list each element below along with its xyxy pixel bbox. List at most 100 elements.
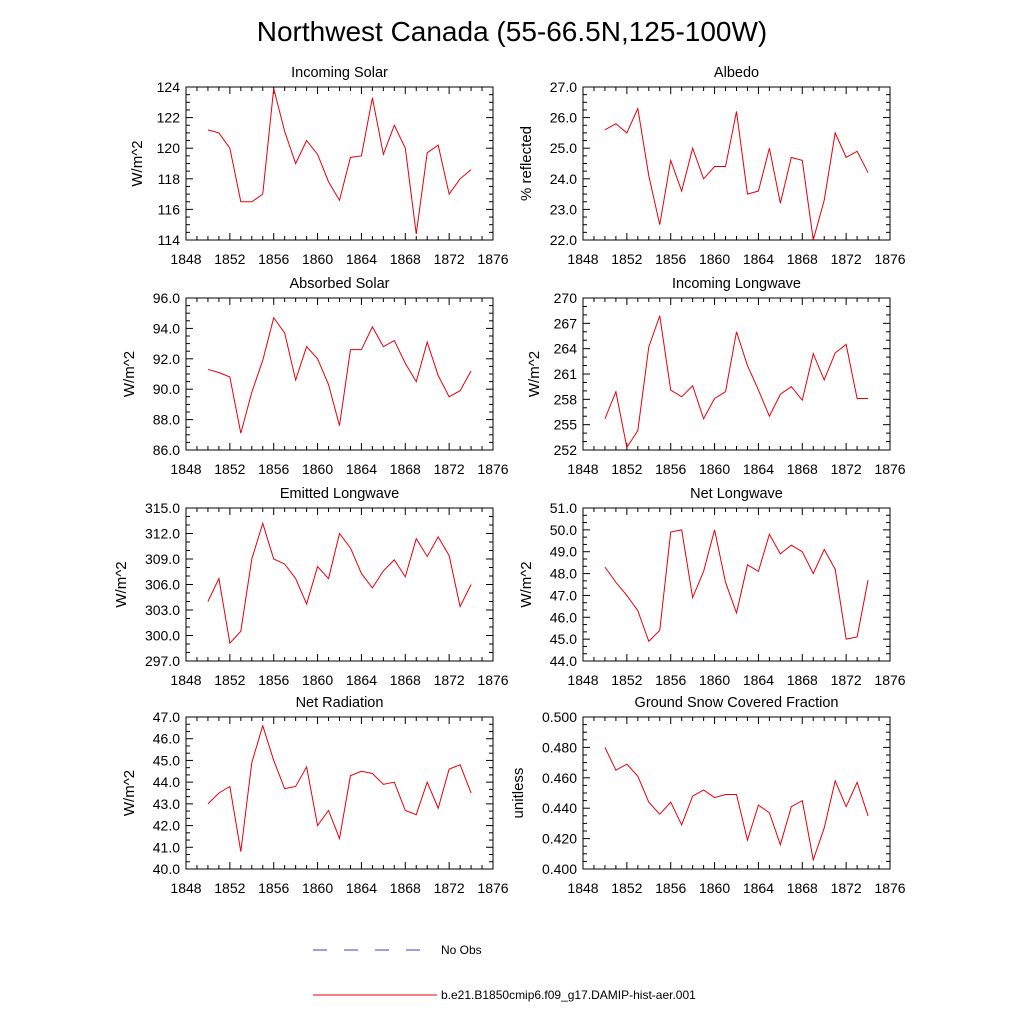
y-tick-label: 86.0: [153, 442, 180, 458]
panel-net-radiation: 1848 1852 1856 1860 1864 1868 1872 1876 40.0 41.0…: [121, 695, 509, 896]
y-tick-label: 124: [157, 79, 181, 95]
x-tick-label: 1872: [434, 251, 465, 267]
x-tick-label: 1876: [477, 672, 508, 688]
y-tick-label: 88.0: [153, 412, 180, 428]
y-axis-label-incoming-solar: W/m^2: [129, 140, 146, 186]
x-tick-label: 1852: [214, 880, 245, 896]
panel-albedo: 1848 1852 1856 1860 1864 1868 1872 1876 22.0 23.0…: [518, 65, 906, 267]
y-tick-label: 94.0: [153, 320, 180, 336]
y-tick-label: 122: [157, 110, 181, 126]
y-tick-label: 252: [554, 442, 578, 458]
x-tick-label: 1852: [611, 672, 642, 688]
y-tick-label: 118: [158, 171, 181, 187]
y-tick-label: 40.0: [153, 861, 180, 877]
x-tick-label: 1856: [655, 251, 686, 267]
x-tick-label: 1860: [699, 461, 730, 477]
y-tick-label: 267: [554, 315, 578, 331]
x-tick-label: 1868: [787, 251, 818, 267]
y-tick-label: 50.0: [550, 522, 577, 538]
y-tick-label: 264: [554, 341, 578, 357]
x-tick-label: 1860: [302, 880, 333, 896]
series-line-incoming-longwave: [604, 315, 869, 449]
x-tick-label: 1876: [477, 251, 508, 267]
panel-incoming-longwave: 1848 1852 1856 1860 1864 1868 1872 1876 252 255 25…: [526, 276, 906, 477]
x-tick-label: 1872: [434, 461, 465, 477]
x-tick-label: 1864: [346, 251, 377, 267]
x-tick-label: 1868: [390, 461, 421, 477]
y-tick-label: 116: [158, 201, 181, 217]
plot-frame-net-longwave: [582, 507, 891, 662]
x-tick-label: 1852: [214, 251, 245, 267]
y-tick-label: 41.0: [153, 839, 180, 855]
legend-label-model-run: b.e21.B1850cmip6.f09_g17.DAMIP-hist-aer.…: [441, 988, 696, 1002]
panel-emitted-longwave: 1848 1852 1856 1860 1864 1868 1872 1876 297.0 300…: [113, 486, 509, 688]
panel-title-incoming-solar: Incoming Solar: [291, 65, 388, 81]
y-tick-label: 303.0: [145, 602, 180, 618]
y-tick-label: 22.0: [550, 232, 577, 248]
panel-incoming-solar: 1848 1852 1856 1860 1864 1868 1872 1876 114 116 11…: [129, 65, 509, 267]
y-tick-label: 47.0: [153, 709, 180, 725]
figure-title: Northwest Canada (55-66.5N,125-100W): [257, 16, 767, 47]
y-tick-label: 0.400: [542, 861, 577, 877]
x-tick-label: 1856: [258, 251, 289, 267]
panel-ground-snow-covered-fraction: 1848 1852 1856 1860 1864 1868 1872 1876 0.400 0.4…: [510, 695, 906, 896]
y-tick-label: 261: [554, 366, 578, 382]
y-tick-label: 47.0: [550, 587, 577, 603]
y-tick-label: 45.0: [550, 631, 577, 647]
x-tick-label: 1848: [567, 672, 598, 688]
y-tick-label: 44.0: [153, 774, 180, 790]
y-tick-label: 315.0: [145, 500, 180, 516]
y-axis-label-net-longwave: W/m^2: [518, 561, 535, 607]
legend: No Obs b.e21.B1850cmip6.f09_g17.DAMIP-hi…: [313, 943, 696, 1002]
x-tick-label: 1864: [743, 672, 774, 688]
plot-frame-ground-snow-covered-fraction: [582, 716, 891, 870]
plot-frame-albedo: [582, 86, 891, 241]
x-tick-label: 1868: [390, 880, 421, 896]
series-line-absorbed-solar: [207, 316, 472, 434]
panel-net-longwave: 1848 1852 1856 1860 1864 1868 1872 1876 44.0 45.0…: [518, 486, 906, 688]
x-tick-label: 1872: [831, 672, 862, 688]
y-tick-label: 297.0: [145, 653, 180, 669]
y-tick-label: 23.0: [550, 201, 577, 217]
y-tick-label: 300.0: [145, 628, 180, 644]
x-tick-label: 1872: [434, 880, 465, 896]
y-tick-label: 25.0: [550, 140, 577, 156]
panel-absorbed-solar: 1848 1852 1856 1860 1864 1868 1872 1876 86.0 88.0…: [121, 276, 509, 477]
legend-label-no-obs: No Obs: [441, 943, 482, 957]
x-tick-label: 1848: [170, 672, 201, 688]
x-tick-label: 1860: [302, 251, 333, 267]
x-tick-label: 1856: [655, 880, 686, 896]
y-tick-label: 258: [554, 391, 578, 407]
x-tick-label: 1864: [346, 461, 377, 477]
x-tick-label: 1864: [743, 251, 774, 267]
x-tick-label: 1864: [743, 880, 774, 896]
y-axis-label-albedo: % reflected: [518, 126, 535, 201]
x-tick-label: 1872: [831, 461, 862, 477]
plot-frame-incoming-longwave: [582, 297, 891, 451]
x-tick-label: 1856: [258, 672, 289, 688]
x-tick-label: 1872: [831, 880, 862, 896]
series-line-net-longwave: [604, 529, 869, 643]
plot-frame-absorbed-solar: [185, 297, 494, 451]
x-tick-label: 1872: [831, 251, 862, 267]
x-tick-label: 1860: [699, 251, 730, 267]
x-tick-label: 1876: [874, 880, 905, 896]
panel-title-net-radiation: Net Radiation: [296, 695, 384, 711]
y-tick-label: 51.0: [550, 500, 577, 516]
y-axis-label-net-radiation: W/m^2: [121, 770, 138, 816]
plot-frame-emitted-longwave: [185, 507, 494, 662]
series-line-ground-snow-covered-fraction: [604, 747, 869, 862]
panel-title-absorbed-solar: Absorbed Solar: [290, 276, 390, 292]
x-tick-label: 1860: [699, 672, 730, 688]
x-tick-label: 1868: [787, 880, 818, 896]
x-tick-label: 1860: [699, 880, 730, 896]
x-tick-label: 1876: [874, 461, 905, 477]
y-tick-label: 0.500: [542, 709, 577, 725]
y-tick-label: 270: [554, 290, 578, 306]
x-tick-label: 1868: [390, 251, 421, 267]
plot-frame-incoming-solar: [185, 86, 494, 241]
x-tick-label: 1860: [302, 672, 333, 688]
x-tick-label: 1868: [390, 672, 421, 688]
x-tick-label: 1852: [611, 880, 642, 896]
y-tick-label: 49.0: [550, 544, 577, 560]
